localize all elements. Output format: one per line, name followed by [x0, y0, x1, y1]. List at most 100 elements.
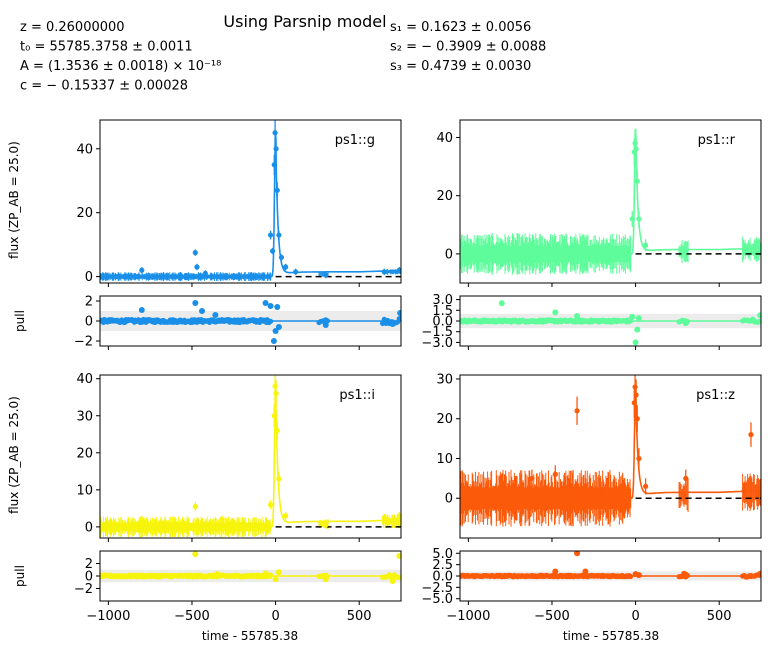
- pull-point: [632, 339, 639, 346]
- data-point: [139, 267, 145, 273]
- y-tick-label: 10: [76, 483, 93, 498]
- pull-point: [627, 573, 634, 580]
- pull-point: [322, 322, 329, 328]
- pull-y-tick-label: −3.0: [421, 336, 453, 351]
- pull-y-tick-label: 0: [85, 315, 93, 330]
- pull-point: [635, 315, 642, 322]
- y-tick-label: 40: [76, 142, 93, 157]
- pull-plot-area: [460, 551, 761, 581]
- pull-ylabel-bottom: pull: [13, 565, 27, 587]
- pull-point: [322, 576, 329, 583]
- pull-point: [634, 326, 641, 333]
- panels: ps1::g02040−202ps1::r02040−3.0−1.50.01.5…: [74, 119, 762, 624]
- pull-y-tick-label: 0: [85, 570, 93, 585]
- pull-y-tick-label: −2: [74, 335, 93, 350]
- pull-point: [682, 320, 689, 327]
- model-curve: [460, 128, 761, 255]
- pull-plot-area: [460, 300, 761, 346]
- y-tick-label: 30: [436, 372, 453, 387]
- pull-point: [682, 571, 689, 578]
- data-point: [552, 471, 558, 477]
- pull-point: [272, 576, 279, 583]
- pull-point: [199, 308, 206, 314]
- data-point: [381, 515, 387, 521]
- data-point: [267, 502, 274, 508]
- pull-y-tick-label: −5.0: [421, 592, 453, 607]
- parameter-readout-left: z = 0.26000000 t₀ = 55785.3758 ± 0.0011 A …: [20, 20, 221, 94]
- pull-point: [574, 313, 581, 319]
- pull-point: [267, 318, 274, 324]
- pull-ylabel-top: pull: [13, 310, 27, 332]
- flux-axes-frame: [459, 119, 762, 284]
- pull-point: [267, 303, 274, 309]
- pull-plot-area: [100, 300, 401, 344]
- y-tick-label: 0: [85, 520, 93, 535]
- xlabel-left: time - 55785.38: [202, 629, 298, 643]
- data-point: [293, 269, 299, 275]
- pull-point: [389, 321, 396, 327]
- pull-point: [192, 551, 199, 558]
- parameter-line: z = 0.26000000: [20, 20, 125, 35]
- y-tick-label: 20: [436, 189, 453, 204]
- pull-point: [396, 553, 401, 559]
- y-tick-label: 30: [76, 409, 93, 424]
- y-tick-label: 20: [76, 446, 93, 461]
- pull-y-tick-label: 0.0: [432, 315, 453, 330]
- parameter-line: t₀ = 55785.3758 ± 0.0011: [20, 40, 193, 55]
- data-point: [219, 516, 225, 523]
- x-tick-label: −500: [174, 609, 210, 624]
- pull-y-tick-label: 2: [85, 557, 93, 572]
- pull-point: [397, 310, 401, 316]
- data-point: [274, 187, 280, 193]
- data-point: [632, 140, 638, 146]
- pull-y-tick-label: 2: [85, 295, 93, 310]
- data-point: [643, 483, 649, 489]
- pull-point: [552, 309, 559, 316]
- data-point: [633, 392, 639, 398]
- data-point: [499, 479, 505, 485]
- xlabel-right: time - 55785.38: [563, 629, 659, 643]
- y-tick-label: 0: [445, 247, 453, 262]
- data-point: [633, 146, 639, 152]
- pull-point: [629, 313, 636, 320]
- pull-point: [396, 316, 401, 322]
- flux-axes-frame: [99, 374, 402, 539]
- pull-point: [262, 570, 269, 577]
- pull-y-tick-label: 3.0: [432, 293, 453, 308]
- pull-y-tick-label: −2: [74, 582, 93, 597]
- parameter-line: s₂ = − 0.3909 ± 0.0088: [390, 40, 546, 55]
- data-point: [272, 130, 278, 136]
- flux-axes-frame: [459, 374, 762, 539]
- pull-point: [212, 312, 219, 318]
- pull-point: [270, 338, 277, 344]
- model-curve: [100, 132, 401, 278]
- pull-y-tick-label: 0.0: [432, 570, 453, 585]
- data-point: [192, 250, 198, 256]
- data-point: [323, 272, 329, 278]
- band-label: ps1::r: [698, 133, 736, 148]
- pull-point: [757, 312, 761, 319]
- data-point: [629, 216, 635, 222]
- pull-y-tick-label: 5.0: [432, 547, 453, 562]
- data-point: [634, 416, 640, 422]
- pull-point: [582, 568, 589, 575]
- flux-ylabel-bottom: flux (ZP_AB = 25.0): [7, 396, 21, 514]
- data-point: [278, 254, 285, 261]
- data-point: [272, 383, 278, 389]
- pull-point: [138, 307, 145, 313]
- data-point: [741, 487, 747, 493]
- data-point: [271, 162, 277, 168]
- y-tick-label: 20: [76, 206, 93, 221]
- pull-point: [396, 574, 401, 581]
- pull-y-tick-label: −1.5: [421, 325, 453, 340]
- parameter-readout-right: s₁ = 0.1623 ± 0.0056 s₂ = − 0.3909 ± 0.00…: [390, 20, 546, 74]
- pull-point: [747, 573, 754, 579]
- data-point: [574, 408, 580, 414]
- data-point: [396, 267, 401, 273]
- data-point: [274, 427, 280, 434]
- pull-y-tick-label: −2.5: [421, 581, 453, 596]
- x-tick-label: 500: [707, 609, 732, 624]
- data-point: [283, 513, 289, 519]
- pull-point: [389, 578, 396, 584]
